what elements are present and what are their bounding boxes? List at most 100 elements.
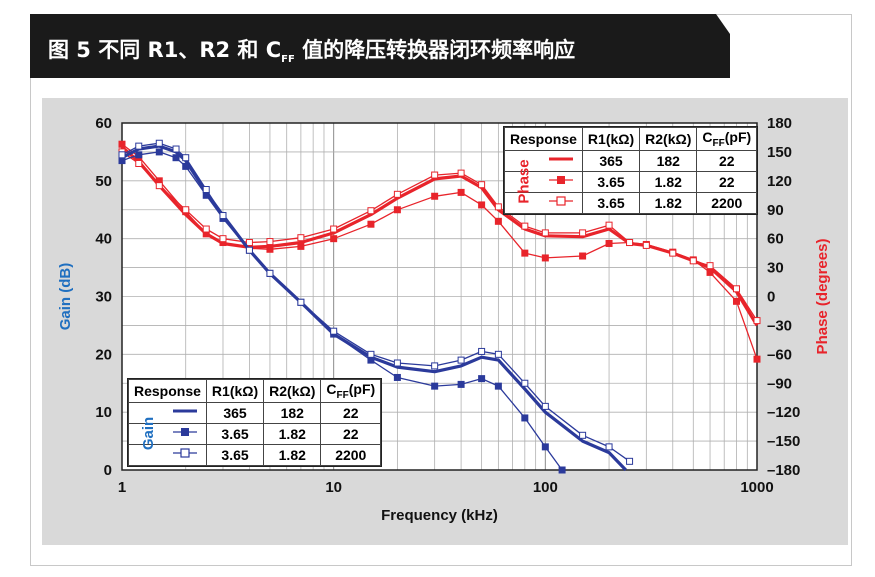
y-right-tick-label: 180 bbox=[767, 115, 792, 132]
phase-data-marker bbox=[605, 239, 613, 247]
phase-data-marker bbox=[266, 245, 274, 253]
phase-data-marker bbox=[367, 207, 375, 215]
gain-data-marker bbox=[521, 414, 529, 422]
y-right-tick-label: –180 bbox=[767, 462, 800, 479]
y-right-tick-label: 120 bbox=[767, 173, 792, 190]
gain-legend-table: Response R1(kΩ) R2(kΩ) CFF(pF) 365 182 2… bbox=[128, 379, 382, 466]
gain-data-marker bbox=[541, 402, 549, 410]
phase-legend-cff-2: 22 bbox=[696, 170, 758, 193]
y-right-tick-label: –120 bbox=[767, 404, 800, 421]
phase-data-marker bbox=[393, 190, 401, 198]
gain-data-marker bbox=[367, 356, 375, 364]
gain-data-marker bbox=[393, 373, 401, 381]
phase-data-marker bbox=[689, 257, 697, 265]
phase-data-marker bbox=[753, 317, 761, 325]
gain-data-marker bbox=[297, 298, 305, 306]
phase-data-marker bbox=[297, 242, 305, 250]
phase-data-marker bbox=[457, 188, 465, 196]
title-part-after: 值的降压转换器闭环频率响应 bbox=[294, 38, 576, 62]
phase-data-marker bbox=[478, 181, 486, 189]
phase-data-marker bbox=[393, 206, 401, 214]
phase-data-marker bbox=[266, 238, 274, 246]
gain-data-marker bbox=[478, 347, 486, 355]
phase-data-marker bbox=[118, 140, 126, 148]
phase-legend-table: Response R1(kΩ) R2(kΩ) CFF(pF) 365 182 2… bbox=[504, 127, 758, 214]
y-right-axis-title: Phase (degrees) bbox=[814, 239, 831, 355]
phase-legend-header-response: Response bbox=[504, 127, 583, 151]
gain-data-marker bbox=[367, 350, 375, 358]
y-left-tick-label: 40 bbox=[95, 231, 112, 248]
gain-data-marker bbox=[541, 443, 549, 451]
phase-data-marker bbox=[135, 159, 143, 167]
gain-legend-cff-3: 2200 bbox=[320, 443, 382, 466]
gain-data-marker bbox=[266, 269, 274, 277]
gain-legend-side-label: Gain bbox=[140, 416, 158, 451]
phase-legend-header-r2: R2(kΩ) bbox=[639, 127, 698, 151]
phase-data-marker bbox=[541, 254, 549, 262]
y-left-axis-title: Gain (dB) bbox=[57, 263, 74, 331]
gain-series-line bbox=[121, 144, 627, 472]
phase-data-marker bbox=[478, 201, 486, 209]
gain-series-line bbox=[121, 142, 630, 462]
x-axis-title: Frequency (kHz) bbox=[381, 507, 498, 524]
title-bar bbox=[30, 14, 730, 78]
phase-legend-cff-1: 22 bbox=[696, 149, 758, 172]
phase-data-marker bbox=[155, 182, 163, 190]
gain-data-marker bbox=[155, 148, 163, 156]
phase-data-marker bbox=[245, 239, 253, 247]
phase-legend-swatch-3 bbox=[504, 191, 583, 214]
phase-data-marker bbox=[579, 229, 587, 237]
phase-data-marker bbox=[753, 355, 761, 363]
phase-data-marker bbox=[626, 239, 634, 247]
phase-legend-r1-2: 3.65 bbox=[581, 170, 641, 193]
gain-data-marker bbox=[172, 154, 180, 162]
gain-data-marker bbox=[330, 327, 338, 335]
phase-data-marker bbox=[494, 217, 502, 225]
y-left-tick-label: 0 bbox=[104, 462, 112, 479]
gain-data-marker bbox=[605, 443, 613, 451]
y-right-tick-label: 60 bbox=[767, 231, 784, 248]
gain-data-marker bbox=[118, 151, 126, 159]
gain-data-marker bbox=[431, 382, 439, 390]
phase-data-marker bbox=[431, 192, 439, 200]
x-tick-label: 10 bbox=[325, 479, 342, 496]
x-tick-label: 1 bbox=[118, 479, 126, 496]
gain-legend-cff-1: 22 bbox=[320, 401, 382, 424]
gain-legend-swatch-3 bbox=[128, 443, 207, 466]
gain-data-marker bbox=[245, 246, 253, 254]
x-tick-label: 1000 bbox=[740, 479, 773, 496]
phase-legend-r2-1: 182 bbox=[639, 149, 698, 172]
phase-legend-r2-3: 1.82 bbox=[639, 191, 698, 214]
phase-data-marker bbox=[219, 235, 227, 243]
gain-legend-cff-2: 22 bbox=[320, 422, 382, 445]
gain-data-marker bbox=[135, 151, 143, 159]
phase-data-marker bbox=[642, 241, 650, 249]
y-right-tick-label: –30 bbox=[767, 317, 792, 334]
gain-data-marker bbox=[457, 380, 465, 388]
y-left-tick-label: 10 bbox=[95, 404, 112, 421]
phase-data-marker bbox=[367, 220, 375, 228]
y-right-tick-label: –60 bbox=[767, 346, 792, 363]
gain-data-marker bbox=[521, 379, 529, 387]
y-left-tick-label: 50 bbox=[95, 173, 112, 190]
gain-legend-header-r2: R2(kΩ) bbox=[263, 379, 322, 403]
title-part-sub: FF bbox=[281, 54, 295, 66]
phase-data-marker bbox=[732, 297, 740, 305]
gain-data-marker bbox=[431, 362, 439, 370]
phase-data-marker bbox=[521, 222, 529, 230]
gain-data-marker bbox=[155, 139, 163, 147]
phase-data-marker bbox=[457, 169, 465, 177]
gain-data-marker bbox=[202, 186, 210, 194]
phase-legend-cff-sub: FF bbox=[712, 137, 725, 149]
gain-legend-r1-1: 365 bbox=[205, 401, 265, 424]
phase-data-marker bbox=[494, 203, 502, 211]
phase-legend-header-cff: CFF(pF) bbox=[696, 127, 758, 151]
y-right-tick-label: 0 bbox=[767, 289, 775, 306]
y-left-tick-label: 60 bbox=[95, 115, 112, 132]
gain-legend-cff-c: C bbox=[326, 381, 337, 397]
phase-data-marker bbox=[605, 221, 613, 229]
phase-data-marker bbox=[182, 206, 190, 214]
y-right-tick-label: 90 bbox=[767, 202, 784, 219]
gain-data-marker bbox=[219, 212, 227, 220]
y-left-tick-label: 30 bbox=[95, 289, 112, 306]
